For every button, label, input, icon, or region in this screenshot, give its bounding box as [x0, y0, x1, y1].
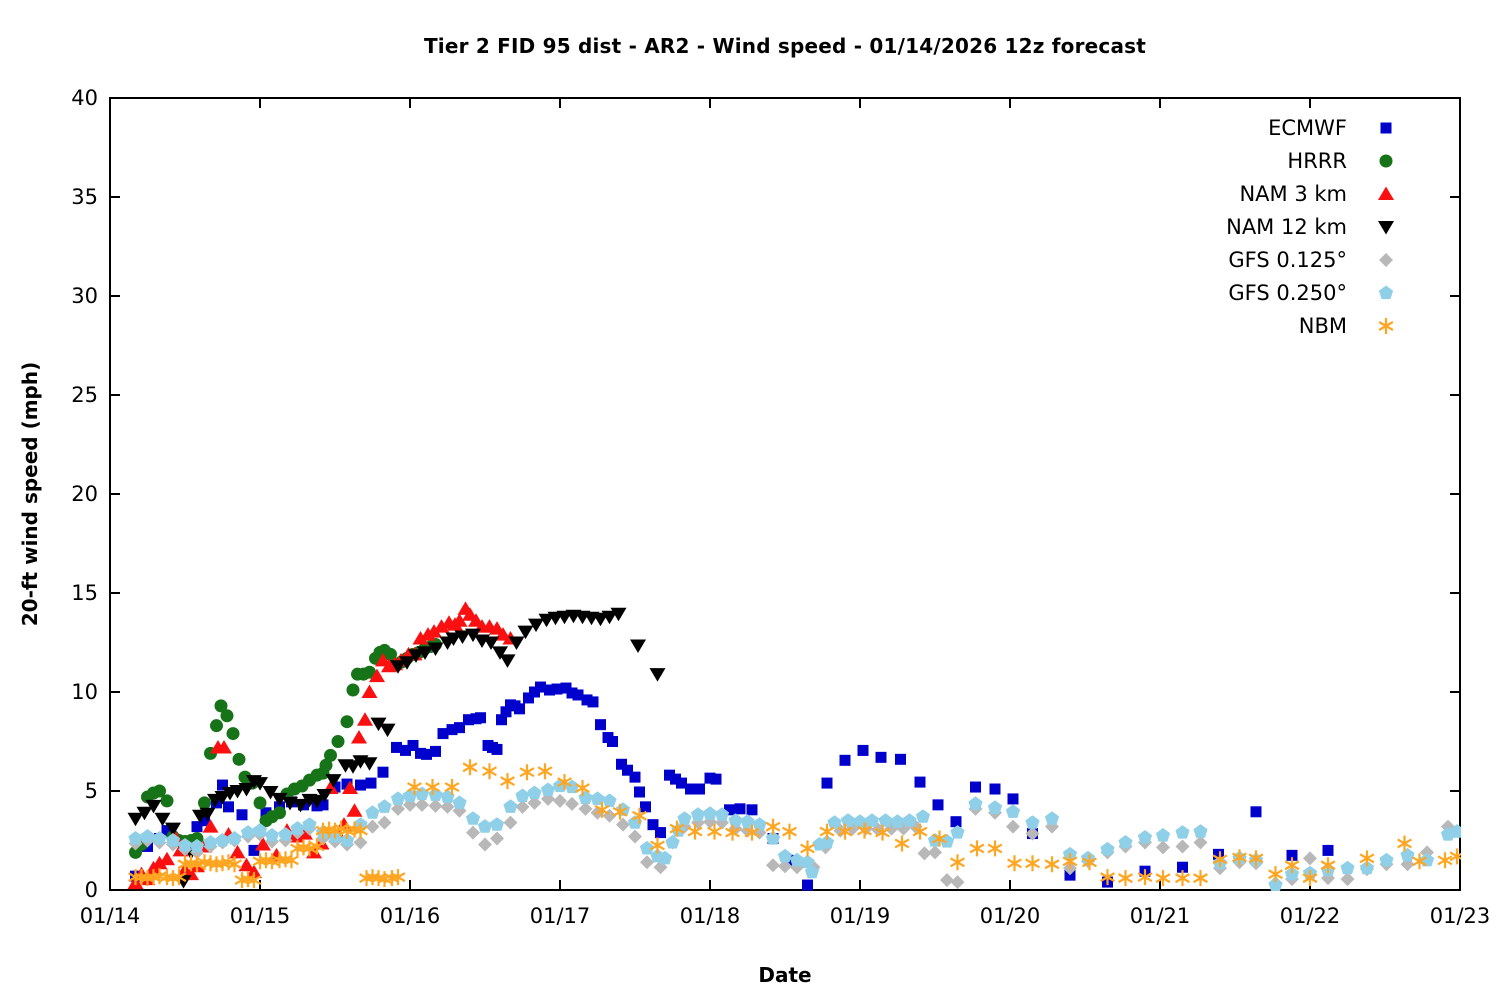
x-axis-title: Date — [758, 963, 812, 987]
legend-label-hrrr: HRRR — [1287, 149, 1347, 173]
legend-marker-gfs-0-250-icon — [1378, 285, 1394, 300]
series-nam-12-km — [127, 607, 666, 889]
svg-text:01/17: 01/17 — [530, 904, 591, 928]
legend-label-nbm: NBM — [1299, 314, 1347, 338]
series-nbm — [128, 759, 1461, 889]
x-axis-ticks: 01/14 01/15 01/16 01/17 01/18 01/19 01/20 01/21… — [80, 98, 1491, 928]
legend-label-nam-3-km: NAM 3 km — [1239, 182, 1347, 206]
legend-label-ecmwf: ECMWF — [1268, 116, 1347, 140]
legend-marker-hrrr-icon — [1379, 154, 1393, 168]
legend-item-gfs-0-250: GFS 0.250° — [1228, 281, 1394, 305]
svg-text:10: 10 — [71, 680, 98, 704]
svg-text:01/15: 01/15 — [230, 904, 291, 928]
legend-marker-ecmwf-icon — [1380, 122, 1392, 134]
legend-marker-nam-12-km-icon — [1378, 221, 1394, 235]
legend-item-nam-3-km: NAM 3 km — [1239, 182, 1394, 206]
svg-text:01/22: 01/22 — [1280, 904, 1341, 928]
svg-text:01/19: 01/19 — [830, 904, 891, 928]
svg-text:20: 20 — [71, 482, 98, 506]
y-axis-title: 20-ft wind speed (mph) — [18, 361, 42, 627]
svg-text:01/23: 01/23 — [1430, 904, 1491, 928]
chart-title: Tier 2 FID 95 dist - AR2 - Wind speed - … — [423, 34, 1147, 58]
svg-text:01/20: 01/20 — [980, 904, 1041, 928]
legend-label-gfs-0-125: GFS 0.125° — [1228, 248, 1347, 272]
svg-text:5: 5 — [85, 779, 98, 803]
legend-marker-nam-3-km-icon — [1378, 186, 1394, 200]
legend-item-nbm: NBM — [1299, 314, 1394, 338]
legend-marker-nbm-icon — [1378, 318, 1394, 334]
legend-marker-gfs-0-125-icon — [1379, 253, 1393, 267]
legend-item-gfs-0-125: GFS 0.125° — [1228, 248, 1393, 272]
svg-text:01/18: 01/18 — [680, 904, 741, 928]
svg-text:25: 25 — [71, 383, 98, 407]
svg-text:01/14: 01/14 — [80, 904, 141, 928]
svg-text:0: 0 — [85, 878, 98, 902]
svg-text:35: 35 — [71, 185, 98, 209]
y-axis-ticks: 0 5 10 15 20 25 30 35 40 — [71, 86, 1460, 902]
legend-item-hrrr: HRRR — [1287, 149, 1393, 173]
legend-label-gfs-0-250: GFS 0.250° — [1228, 281, 1347, 305]
svg-text:40: 40 — [71, 86, 98, 110]
legend-item-nam-12-km: NAM 12 km — [1226, 215, 1394, 239]
svg-text:01/21: 01/21 — [1130, 904, 1191, 928]
legend-item-ecmwf: ECMWF — [1268, 116, 1392, 140]
svg-text:15: 15 — [71, 581, 98, 605]
legend: ECMWF HRRR NAM 3 km NAM 12 km GFS 0.125° GFS … — [1226, 116, 1394, 338]
svg-text:30: 30 — [71, 284, 98, 308]
svg-text:01/16: 01/16 — [380, 904, 441, 928]
legend-label-nam-12-km: NAM 12 km — [1226, 215, 1347, 239]
